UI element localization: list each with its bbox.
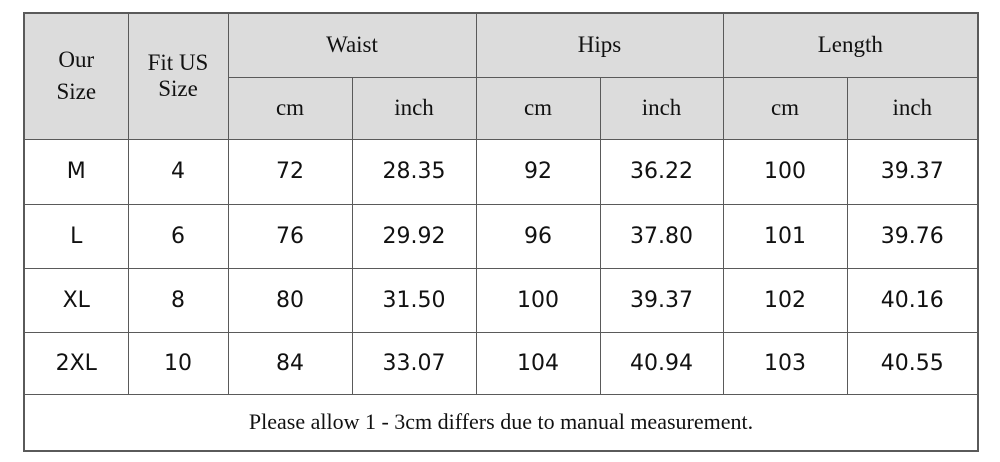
table-cell: 76 xyxy=(227,203,353,269)
unit-header: cm xyxy=(227,76,353,140)
table-cell: XL xyxy=(23,267,129,333)
table-cell: 40.94 xyxy=(599,331,724,395)
unit-header: cm xyxy=(722,76,848,140)
table-cell: 100 xyxy=(475,267,601,333)
table-cell: 28.35 xyxy=(351,138,477,205)
group-header: Hips xyxy=(475,12,724,78)
size-table: Our Size Fit US Size Waist Hips Length c… xyxy=(23,12,980,452)
table-cell: 33.07 xyxy=(351,331,477,395)
table-cell: M xyxy=(23,138,129,205)
table-cell: 92 xyxy=(475,138,601,205)
table-cell: 100 xyxy=(722,138,848,205)
group-header: Waist xyxy=(227,12,477,78)
table-cell: 102 xyxy=(722,267,848,333)
table-cell: 2XL xyxy=(23,331,129,395)
table-cell: 103 xyxy=(722,331,848,395)
header-cell: Fit US Size xyxy=(127,12,229,140)
table-cell: 10 xyxy=(127,331,229,395)
table-cell: 72 xyxy=(227,138,353,205)
table-cell: 6 xyxy=(127,203,229,269)
table-cell: 8 xyxy=(127,267,229,333)
table-row: M 4 72 28.35 92 36.22 100 39.37 xyxy=(23,138,979,205)
table-cell: 37.80 xyxy=(599,203,724,269)
table-cell: 31.50 xyxy=(351,267,477,333)
table-cell: 101 xyxy=(722,203,848,269)
table-cell: 29.92 xyxy=(351,203,477,269)
header-text: Our Size xyxy=(56,47,97,105)
table-cell: 40.16 xyxy=(846,267,979,333)
table-cell: 96 xyxy=(475,203,601,269)
unit-header: inch xyxy=(351,76,477,140)
table-cell: 36.22 xyxy=(599,138,724,205)
table-cell: 84 xyxy=(227,331,353,395)
unit-row: cm inch cm inch cm inch xyxy=(24,76,979,140)
unit-header: inch xyxy=(599,76,724,140)
table-cell: 40.55 xyxy=(846,331,979,395)
table-footer: Please allow 1 - 3cm differs due to manu… xyxy=(23,393,979,452)
table-cell: 39.76 xyxy=(846,203,979,269)
table-cell: 39.37 xyxy=(599,267,724,333)
table-cell: 39.37 xyxy=(846,138,979,205)
table-row: XL 8 80 31.50 100 39.37 102 40.16 xyxy=(23,267,979,333)
table-row: 2XL 10 84 33.07 104 40.94 103 40.55 xyxy=(23,331,979,395)
table-row: L 6 76 29.92 96 37.80 101 39.76 xyxy=(23,203,979,269)
table-cell: 80 xyxy=(227,267,353,333)
header-cell: Our Size xyxy=(23,12,129,140)
note: Please allow 1 - 3cm differs due to manu… xyxy=(23,393,979,452)
table-cell: 104 xyxy=(475,331,601,395)
header-text: Fit US Size xyxy=(147,50,209,102)
unit-header: cm xyxy=(475,76,601,140)
unit-header: inch xyxy=(846,76,979,140)
table-cell: 4 xyxy=(127,138,229,205)
table-header: Our Size Fit US Size Waist Hips Length c… xyxy=(23,12,979,140)
table-cell: L xyxy=(23,203,129,269)
group-header: Length xyxy=(722,12,979,78)
table-body: M 4 72 28.35 92 36.22 100 39.37 L 6 76 29.92 96 37.80… xyxy=(23,138,979,395)
